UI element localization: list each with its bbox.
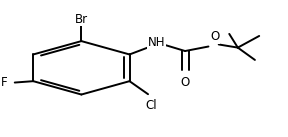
Text: Cl: Cl bbox=[145, 99, 157, 112]
Text: O: O bbox=[181, 76, 190, 89]
Text: NH: NH bbox=[148, 36, 165, 49]
Text: O: O bbox=[211, 30, 220, 43]
Text: F: F bbox=[1, 76, 7, 89]
Text: Br: Br bbox=[75, 13, 88, 26]
